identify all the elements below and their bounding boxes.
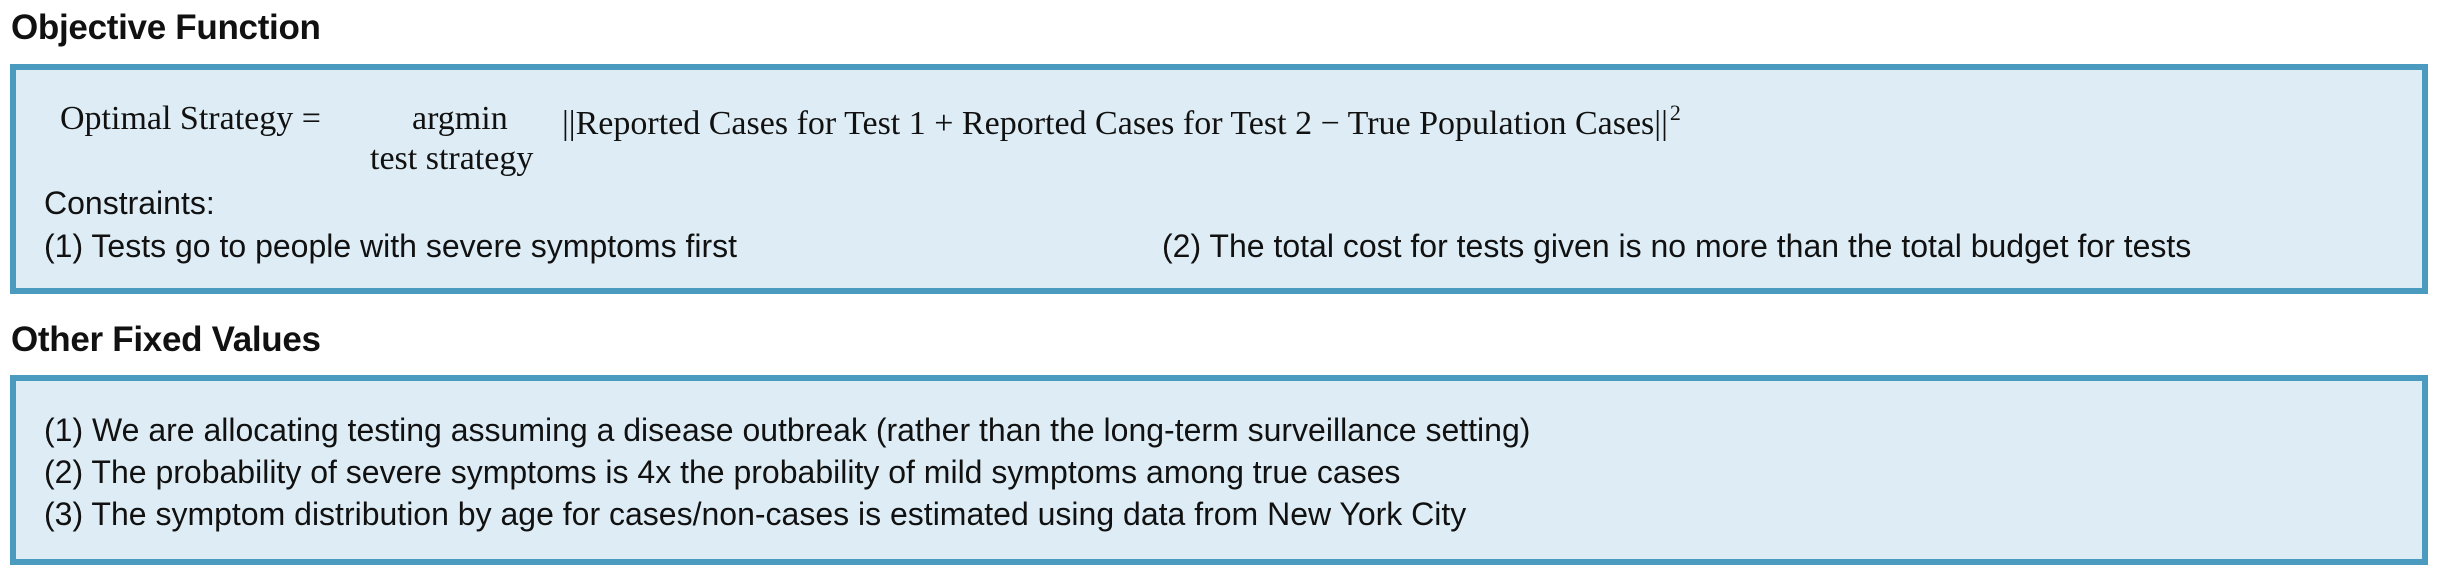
formula-operator-subscript: test strategy	[370, 140, 534, 177]
objective-function-panel: Optimal Strategy = argmin test strategy …	[10, 64, 2428, 294]
formula-lhs: Optimal Strategy =	[60, 100, 321, 137]
fixed-value-2: (2) The probability of severe symptoms i…	[44, 454, 1401, 490]
formula-rhs: ||Reported Cases for Test 1 + Reported C…	[562, 100, 1681, 143]
objective-function-title: Objective Function	[11, 8, 321, 47]
constraint-1: (1) Tests go to people with severe sympt…	[44, 228, 738, 264]
fixed-value-1: (1) We are allocating testing assuming a…	[44, 412, 1531, 448]
formula-exponent: 2	[1669, 100, 1681, 125]
fixed-value-3: (3) The symptom distribution by age for …	[44, 496, 1467, 532]
other-fixed-values-panel: (1) We are allocating testing assuming a…	[10, 375, 2428, 565]
formula-norm-expression: ||Reported Cases for Test 1 + Reported C…	[562, 105, 1668, 142]
constraint-2: (2) The total cost for tests given is no…	[1162, 228, 2192, 264]
other-fixed-values-title: Other Fixed Values	[11, 320, 321, 359]
constraints-label: Constraints:	[44, 185, 215, 221]
formula-operator: argmin	[412, 100, 508, 137]
